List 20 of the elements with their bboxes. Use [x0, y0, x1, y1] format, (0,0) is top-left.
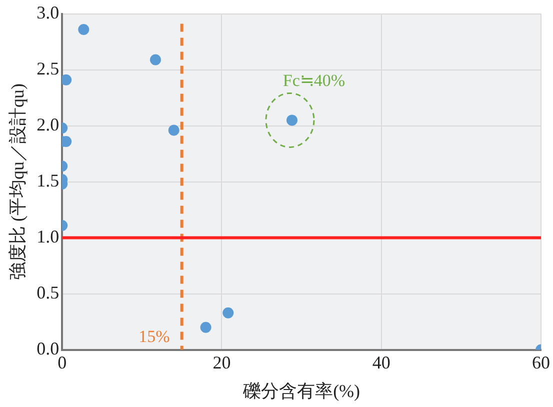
y-tick-label: 1.5: [36, 170, 60, 191]
y-tick-label: 0.5: [36, 282, 60, 303]
x-axis-title: 礫分含有率(%): [242, 380, 360, 401]
y-tick-label: 3.0: [36, 2, 60, 23]
ref-line-label: 15%: [138, 326, 170, 346]
x-tick-label: 0: [58, 352, 67, 372]
point: [168, 124, 180, 136]
point: [200, 322, 212, 333]
y-tick-label: 1.0: [36, 226, 60, 247]
point: [150, 54, 161, 66]
annotation: Fc≒40%: [282, 71, 346, 90]
y-tick-label: 2.0: [36, 114, 60, 135]
x-tick-label: 20: [212, 352, 231, 372]
point: [222, 307, 234, 318]
y-axis-title: 強度比 (平均qu／設計qu): [8, 84, 28, 280]
point: [286, 114, 298, 126]
x-tick-label: 40: [372, 352, 390, 372]
y-tick-label: 2.5: [36, 58, 60, 79]
y-tick-label: 0.0: [36, 338, 60, 359]
x-tick-label: 60: [532, 352, 550, 372]
